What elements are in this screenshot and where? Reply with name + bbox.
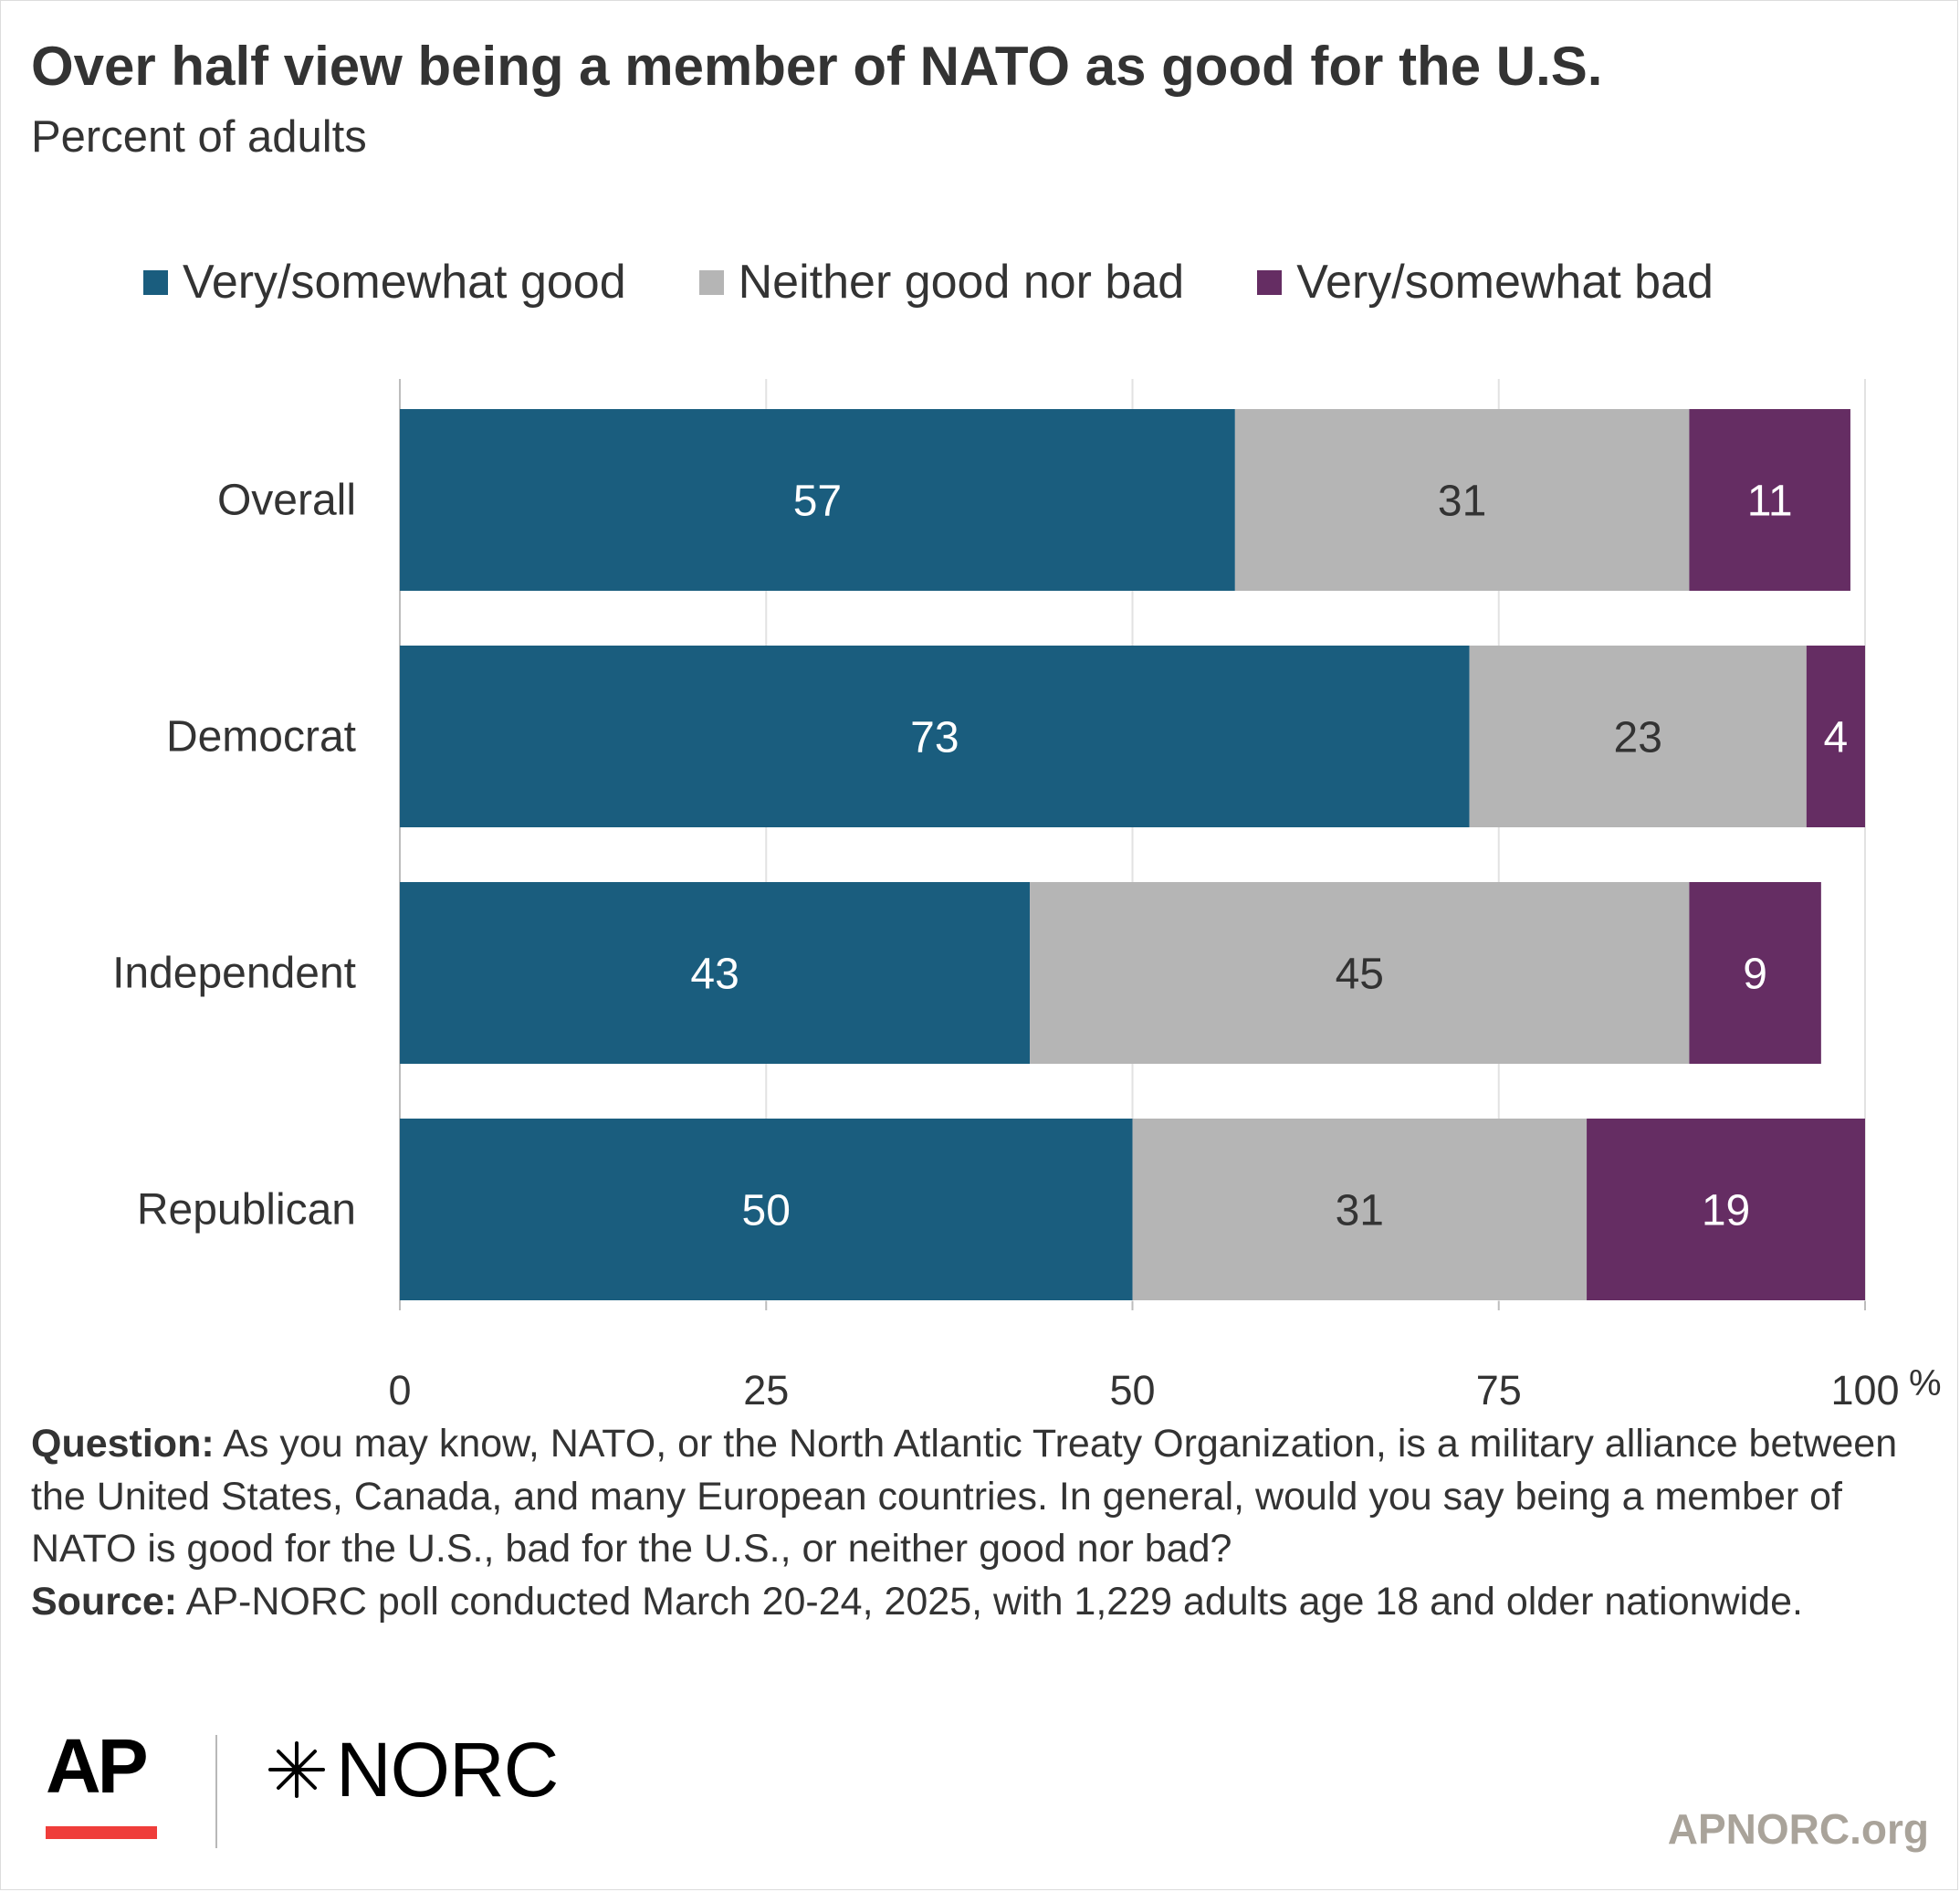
legend-item-neither: Neither good nor bad: [698, 255, 1185, 310]
legend: Very/somewhat good Neither good nor bad …: [143, 250, 1714, 314]
data-label: 73: [910, 714, 959, 762]
bar-segment: [400, 646, 1470, 827]
legend-label-good: Very/somewhat good: [183, 256, 626, 309]
category-label: Independent: [112, 950, 356, 998]
bar-segment: [1689, 882, 1821, 1064]
ap-logo-bar: [46, 1826, 157, 1839]
x-tick-label: 75: [1476, 1367, 1522, 1406]
data-label: 31: [1336, 1187, 1384, 1235]
data-label: 43: [690, 951, 739, 999]
legend-swatch-bad: [1257, 269, 1283, 295]
data-label: 31: [1438, 478, 1486, 526]
bar-segment: [1234, 409, 1690, 591]
bar-segment: [400, 409, 1235, 591]
chart-title: Over half view being a member of NATO as…: [31, 36, 1603, 97]
data-label: 4: [1824, 714, 1849, 762]
legend-label-neither: Neither good nor bad: [738, 256, 1185, 309]
bar-segment: [1806, 646, 1865, 827]
source-label: Source:: [31, 1579, 178, 1624]
legend-swatch-good: [143, 269, 168, 295]
data-label: 9: [1743, 951, 1767, 999]
bar-segment: [1587, 1119, 1865, 1300]
bar-segment: [1469, 646, 1807, 827]
x-tick-label: 25: [743, 1367, 789, 1406]
ap-logo-text: AP: [46, 1723, 149, 1809]
data-label: 23: [1614, 714, 1662, 762]
data-label: 50: [742, 1187, 791, 1235]
data-label: 45: [1336, 951, 1384, 999]
question-text: As you may know, NATO, or the North Atla…: [31, 1422, 1898, 1571]
data-label: 57: [793, 478, 842, 526]
x-unit-label: %: [1909, 1363, 1942, 1403]
data-label: 11: [1747, 478, 1793, 526]
x-tick-label: 50: [1109, 1367, 1155, 1406]
legend-label-bad: Very/somewhat bad: [1296, 256, 1714, 309]
category-label: Democrat: [166, 713, 356, 762]
norc-logo: NORC: [265, 1724, 559, 1815]
legend-item-good: Very/somewhat good: [143, 255, 626, 310]
site-url: APNORC.org: [1667, 1805, 1929, 1853]
legend-item-bad: Very/somewhat bad: [1257, 255, 1714, 310]
footnote: Question: As you may know, NATO, or the …: [31, 1418, 1930, 1628]
category-label: Overall: [217, 477, 356, 525]
logo-divider: [215, 1735, 217, 1848]
legend-swatch-neither: [698, 269, 724, 295]
question-label: Question:: [31, 1422, 215, 1466]
bar-segment: [1689, 409, 1850, 591]
chart-subtitle: Percent of adults: [31, 112, 367, 162]
bar-segment: [400, 882, 1031, 1064]
x-tick-label: 0: [388, 1367, 411, 1406]
source-text: AP-NORC poll conducted March 20-24, 2025…: [177, 1579, 1803, 1624]
star-burst-icon: [268, 1741, 325, 1798]
bar-segment: [400, 1119, 1133, 1300]
bar-segment: [1132, 1119, 1588, 1300]
data-label: 19: [1702, 1187, 1750, 1235]
stacked-bar-chart: 0 25 50 75 100 % Overall 57 31 11 Democrat 73 23 4 Ind…: [112, 379, 1942, 1406]
ap-logo: AP: [46, 1723, 160, 1843]
bar-segment: [1030, 882, 1690, 1064]
x-tick-label: 100: [1830, 1367, 1899, 1406]
norc-logo-text: NORC: [336, 1726, 559, 1813]
category-label: Republican: [137, 1186, 356, 1235]
